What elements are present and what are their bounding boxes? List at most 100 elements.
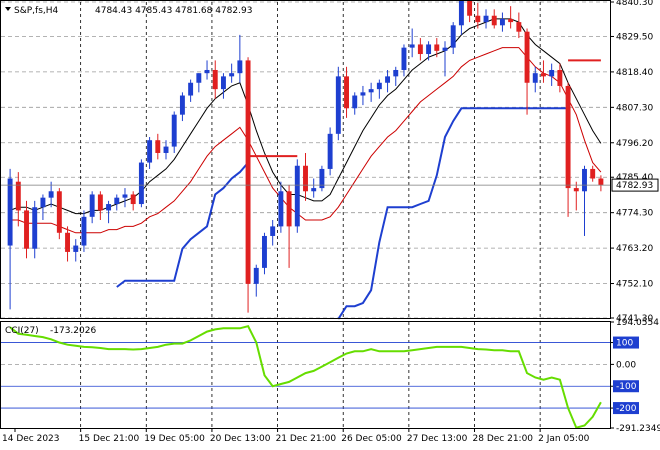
x-tick-label: 26 Dec 05:00 — [341, 434, 402, 444]
main-series — [1, 0, 610, 320]
x-tick-label: 27 Dec 13:00 — [407, 434, 468, 444]
x-axis: 14 Dec 2023 15 Dec 21:00 19 Dec 05:00 20 De… — [2, 428, 590, 444]
collapse-triangle-icon[interactable] — [5, 7, 11, 11]
candle-body — [278, 191, 284, 227]
main-y-tick-label: 4818.40 — [616, 68, 653, 78]
cci-value: -173.2026 — [50, 326, 96, 336]
slow-ma-line — [10, 47, 602, 234]
candle-body — [163, 146, 169, 153]
candle-body — [229, 73, 235, 77]
main-y-tick-label: 4763.20 — [616, 244, 653, 254]
candle-body — [155, 140, 161, 153]
candle-body — [442, 47, 448, 51]
candle-body — [188, 82, 194, 96]
candle-body — [565, 85, 571, 189]
last-price-box — [611, 178, 659, 192]
candle-body — [171, 114, 177, 147]
main-y-tick-label: 4807.30 — [616, 103, 653, 113]
candle-body — [483, 15, 489, 23]
candle-body — [409, 44, 415, 48]
candle-body — [573, 188, 579, 192]
cci-y-tick-label: -200 — [616, 404, 637, 414]
main-y-tick-label: 4741.30 — [616, 314, 653, 324]
last-price-label: 4782.93 — [616, 181, 653, 191]
x-tick-label: 15 Dec 21:00 — [79, 434, 140, 444]
candle-body — [89, 194, 95, 217]
candle-body — [385, 76, 391, 83]
x-tick-label: 14 Dec 2023 — [2, 434, 60, 444]
cci-series — [9, 325, 602, 429]
main-y-tick-label: 4752.10 — [616, 280, 653, 290]
main-y-tick-label: 4774.30 — [616, 209, 653, 219]
candle-body — [352, 95, 358, 109]
last-price-tag: 4782.93 — [611, 178, 659, 192]
cci-y-tick-label: 194.0554 — [616, 318, 659, 328]
candle-body — [557, 69, 563, 86]
candle-body — [220, 76, 226, 90]
candle-body — [582, 168, 587, 192]
candle-body — [81, 216, 87, 246]
candle-body — [262, 235, 267, 268]
candle-body — [65, 232, 71, 252]
main-y-tick-label: 4796.20 — [616, 139, 653, 149]
candle-body — [106, 204, 112, 211]
candle-body — [237, 60, 243, 74]
candle-body — [253, 267, 259, 284]
cci-level-tag — [613, 336, 639, 349]
cci-level-tag — [613, 380, 639, 393]
candle-body — [147, 140, 153, 163]
cci-title: CCI(27) — [5, 326, 39, 336]
cci-pane-border — [0, 321, 611, 429]
main-y-tick-label: 4785.40 — [616, 173, 653, 183]
candle-body — [114, 197, 120, 205]
candle-body — [294, 165, 300, 227]
candle-body — [598, 178, 604, 185]
candle-body — [458, 0, 464, 26]
candle-body — [130, 194, 136, 205]
candle-body — [368, 89, 374, 93]
candle-body — [360, 92, 366, 96]
cci-y-tick-label: 100 — [616, 339, 633, 349]
candle-body — [335, 76, 341, 134]
candle-body — [40, 197, 46, 208]
candle-body — [508, 18, 514, 23]
candle-body — [467, 0, 473, 16]
candle-body — [245, 60, 251, 284]
main-y-tick-label: 4829.50 — [616, 32, 653, 42]
cci-line — [9, 325, 602, 429]
candle-body — [516, 22, 522, 32]
candle-body — [344, 76, 349, 109]
candle-body — [376, 82, 382, 90]
candle-body — [393, 69, 399, 77]
candle-body — [15, 181, 21, 211]
ohlc-readout: 4784.43 4785.43 4781.68 4782.93 — [95, 6, 252, 16]
candle-body — [311, 188, 317, 192]
main-y-tick-label: 4840.30 — [616, 0, 653, 8]
cci-y-axis: 194.0554 100 0.00 -100 -200 -291.2349 — [610, 318, 660, 434]
candle-body — [32, 207, 38, 249]
candle-body — [179, 95, 185, 115]
cci-grid — [1, 322, 610, 428]
candle-body — [286, 191, 292, 227]
candle-body — [450, 25, 456, 48]
candle-body — [540, 73, 546, 77]
x-tick-label: 21 Dec 21:00 — [276, 434, 337, 444]
candle-body — [7, 178, 13, 246]
candle-body — [97, 194, 103, 211]
candle-body — [319, 168, 325, 189]
chart-title: S&P,fs,H4 — [14, 6, 59, 16]
candle-body — [426, 44, 432, 55]
candle-body — [303, 165, 308, 192]
candle-body — [401, 47, 407, 70]
candle-body — [434, 44, 440, 51]
cci-level-tag — [613, 402, 639, 415]
x-tick-label: 19 Dec 05:00 — [144, 434, 205, 444]
cci-y-tick-label: -100 — [616, 382, 637, 392]
candle-body — [122, 194, 128, 198]
candle-body — [590, 168, 596, 179]
x-tick-label: 2 Jan 05:00 — [538, 434, 590, 444]
cci-y-tick-label: 0.00 — [616, 360, 636, 370]
trend-envelope-line — [337, 107, 569, 320]
candle-body — [532, 73, 538, 83]
candle-body — [212, 69, 218, 90]
